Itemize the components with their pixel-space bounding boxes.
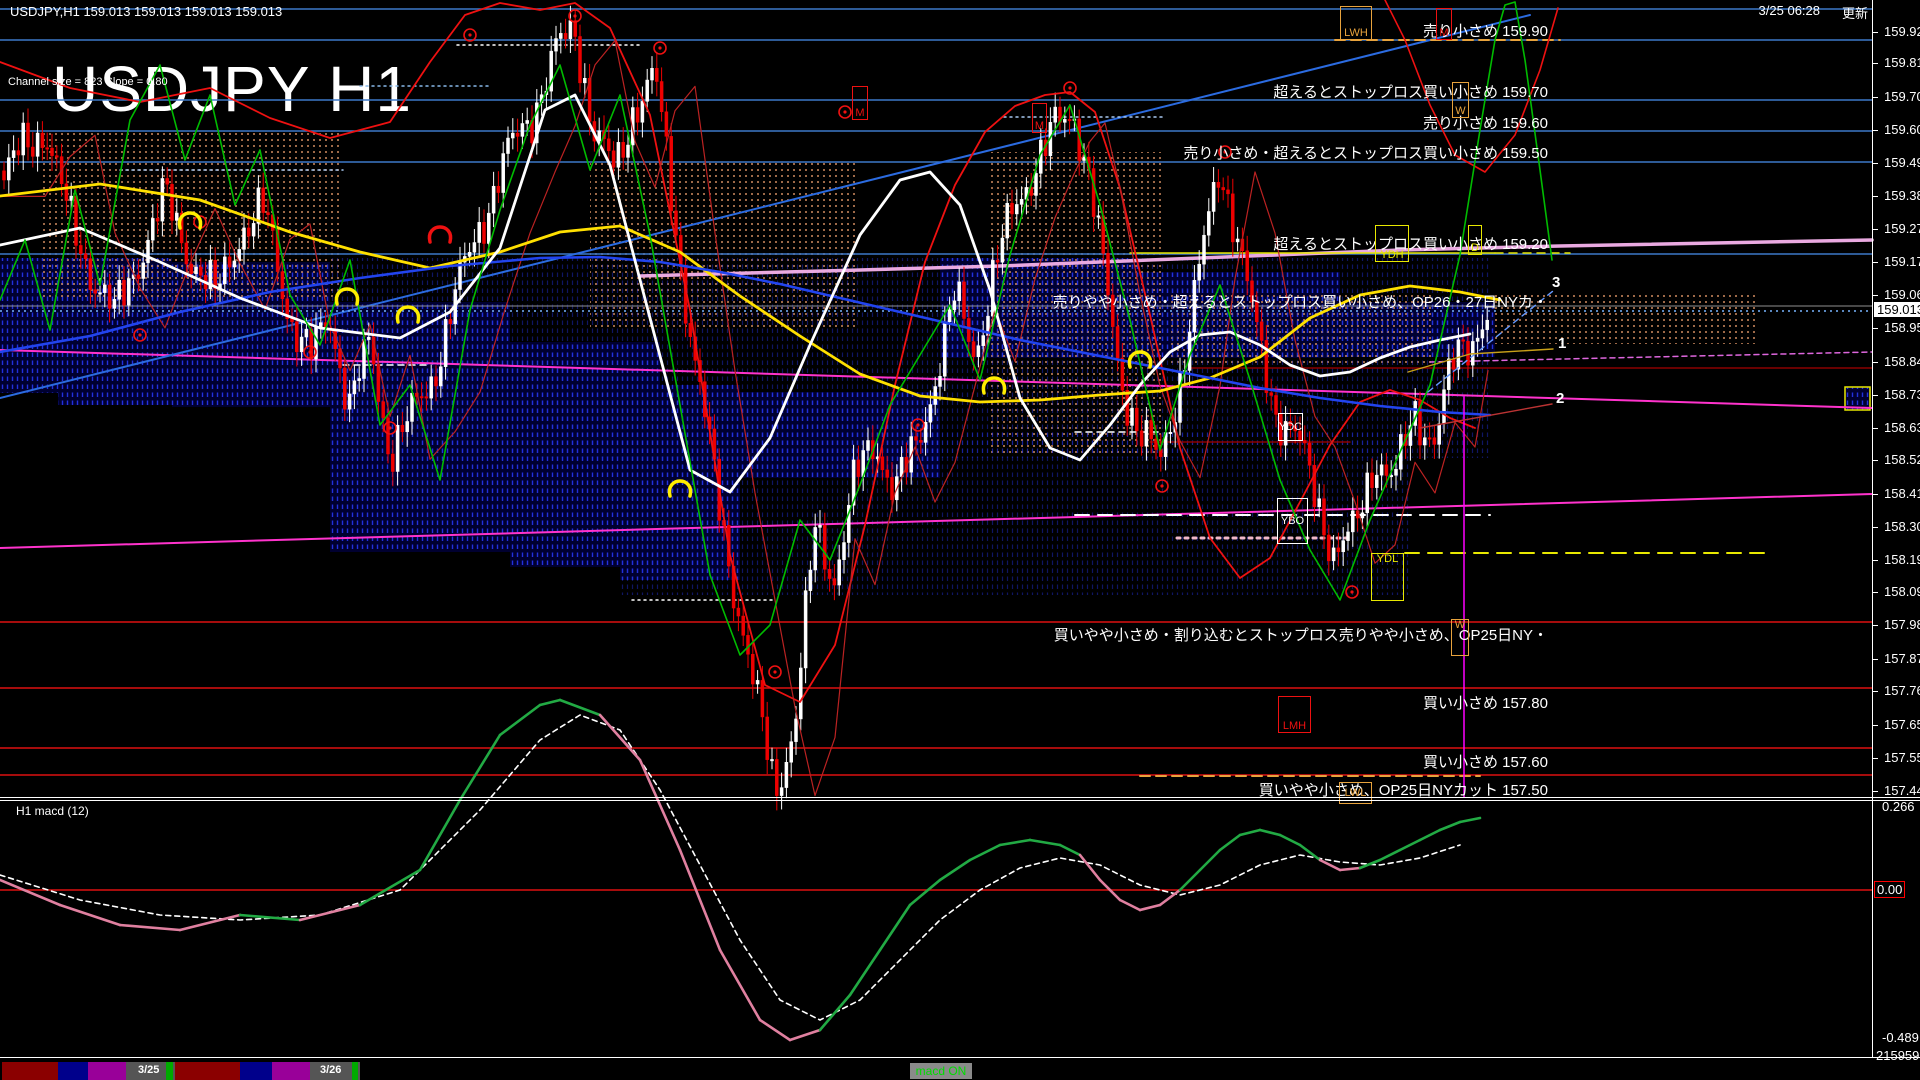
chart-watermark: USDJPY H1 [52, 53, 412, 125]
indicator-lines [0, 0, 1559, 797]
macd-panel [0, 698, 1872, 1042]
level-lines [0, 8, 1874, 777]
ichimoku-clouds [0, 132, 1871, 595]
update-button[interactable]: 更新 [1841, 6, 1868, 21]
signal-markers [133, 9, 1359, 679]
pointer-lines [1407, 290, 1554, 429]
